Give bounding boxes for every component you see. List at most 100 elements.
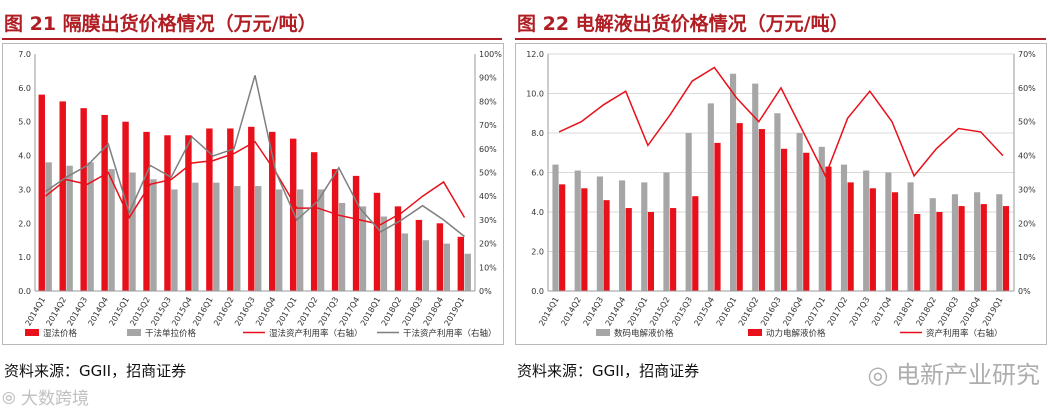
legend-label: 湿法资产利用率（右轴）: [269, 328, 363, 339]
bar-a: [206, 128, 213, 291]
bar-a: [818, 146, 825, 291]
x-tick-label: 2017Q1: [803, 296, 827, 328]
bar-a: [164, 135, 171, 291]
bar-b: [914, 213, 921, 291]
bar-b: [670, 208, 677, 291]
figure-21-source: 资料来源：GGII，招商证券: [4, 362, 187, 380]
bar-a: [729, 73, 737, 291]
bar-b: [443, 243, 450, 291]
bar-a: [457, 236, 465, 291]
bar-b: [958, 206, 965, 291]
y-tick-label: 0.0: [531, 287, 544, 296]
y2-tick-label: 0%: [1018, 287, 1031, 296]
bar-b: [150, 179, 157, 291]
y-tick-label: 10.0: [526, 90, 544, 99]
wechat-icon: ◎: [867, 361, 889, 389]
figure-21-panel: 图 21 隔膜出货价格情况（万元/吨） 0.0 1.0 2.0 3.0 4.0 5.0 6.…: [0, 0, 506, 415]
series-line-0: [45, 140, 466, 226]
x-tick-label: 2016Q3: [759, 296, 783, 328]
bar-b: [559, 184, 566, 291]
bar-b: [255, 186, 262, 291]
bar-a: [415, 219, 423, 291]
legend-label: 资产利用率（右轴）: [926, 328, 1003, 339]
bar-a: [951, 194, 959, 291]
bar-a: [80, 108, 87, 292]
legend-label: 干法资产利用率（右轴）: [403, 328, 497, 339]
y2-tick-label: 50%: [1018, 118, 1036, 127]
bar-b: [1002, 206, 1010, 291]
x-tick-label: 2018Q3: [937, 296, 961, 328]
bar-a: [974, 192, 981, 291]
y-tick-label: 8.0: [531, 129, 544, 138]
bar-b: [338, 202, 346, 291]
watermark-right-text: 电新产业研究: [896, 361, 1040, 389]
bar-b: [87, 162, 94, 291]
bar-b: [581, 188, 588, 291]
bar-b: [781, 148, 788, 291]
x-tick-label: 2016Q2: [737, 296, 761, 328]
bar-a: [796, 133, 803, 291]
bar-b: [317, 189, 325, 291]
bar-a: [38, 94, 45, 291]
bar-b: [464, 253, 471, 291]
x-tick-label: 2017Q3: [848, 296, 872, 328]
bar-b: [422, 240, 430, 291]
bar-b: [736, 123, 743, 291]
x-tick-label: 2019Q1: [443, 296, 467, 328]
x-tick-label: 2015Q2: [648, 296, 672, 328]
figure-21-title-rule: [2, 38, 502, 40]
y2-tick-label: 40%: [479, 192, 497, 201]
bar-a: [352, 175, 360, 291]
y-tick-label: 7.0: [18, 50, 31, 59]
legend-label: 数码电解液价格: [614, 328, 674, 339]
x-tick-label: 2019Q1: [981, 296, 1005, 328]
watermark-logo-icon: ⦾: [2, 389, 16, 409]
y2-tick-label: 10%: [1018, 253, 1036, 262]
legend-label: 干法单拉价格: [145, 328, 197, 339]
bar-b: [66, 165, 73, 291]
y-tick-label: 6.0: [18, 84, 31, 93]
bar-a: [552, 164, 559, 291]
bar-b: [234, 186, 241, 291]
bar-b: [936, 212, 943, 291]
figure-22-title-rule: [515, 38, 1046, 40]
x-tick-label: 2014Q4: [604, 296, 628, 328]
bar-b: [758, 129, 765, 291]
figure-22-panel: 图 22 电解液出货价格情况（万元/吨） 0.0 2.0 4.0 6.0 8.0 10.0…: [513, 0, 1050, 415]
y2-tick-label: 10%: [479, 263, 497, 272]
legend-swatch: [25, 329, 39, 336]
y-tick-label: 3.0: [18, 185, 31, 194]
bar-b: [692, 196, 699, 291]
bar-a: [373, 192, 381, 291]
electrolyte-price-chart: 0.0 2.0 4.0 6.0 8.0 10.0 12.0 0% 10% 20% 30% 40% 50%…: [515, 43, 1047, 345]
bar-a: [707, 103, 714, 291]
bar-a: [101, 114, 108, 291]
legend-label: 湿法价格: [43, 328, 78, 339]
y2-tick-label: 30%: [1018, 185, 1036, 194]
y-tick-label: 1.0: [18, 253, 31, 262]
y2-tick-label: 30%: [479, 216, 497, 225]
bar-b: [296, 189, 304, 291]
bar-b: [359, 206, 367, 291]
bar-a: [227, 128, 234, 291]
x-tick-label: 2016Q4: [781, 296, 805, 328]
y2-tick-label: 20%: [1018, 219, 1036, 228]
figure-22-title: 图 22 电解液出货价格情况（万元/吨）: [517, 13, 849, 35]
bar-b: [213, 182, 220, 291]
bar-a: [122, 121, 129, 291]
y-tick-label: 5.0: [18, 118, 31, 127]
y2-tick-label: 100%: [479, 50, 502, 59]
legend-swatch: [748, 329, 762, 336]
bar-b: [803, 152, 810, 291]
x-tick-label: 2015Q1: [626, 296, 650, 328]
bar-a: [907, 182, 914, 291]
y2-tick-label: 60%: [479, 145, 497, 154]
bar-b: [714, 142, 721, 291]
y-tick-label: 4.0: [531, 208, 544, 217]
bar-b: [108, 169, 115, 291]
y-tick-label: 4.0: [18, 152, 31, 161]
bar-a: [619, 180, 626, 291]
bar-b: [625, 208, 632, 291]
y2-tick-label: 40%: [1018, 152, 1036, 161]
series-line-1: [45, 75, 465, 238]
